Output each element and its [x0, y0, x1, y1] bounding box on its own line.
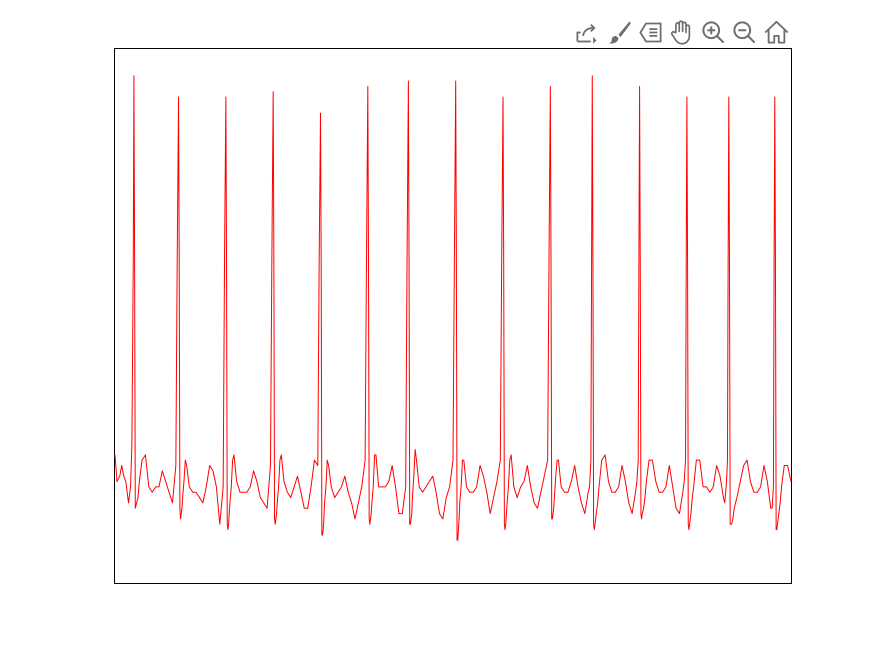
data-cursor-button[interactable] [635, 17, 666, 47]
series-line-1 [114, 75, 792, 541]
home-button[interactable] [760, 17, 791, 47]
export-icon [576, 23, 597, 44]
brush-button[interactable] [603, 17, 634, 47]
data-cursor-icon [639, 22, 662, 42]
pan-button[interactable] [666, 17, 697, 47]
axes-toolbar [572, 17, 792, 47]
home-icon [764, 20, 788, 44]
series-layer [114, 75, 792, 541]
hand-icon [671, 19, 691, 45]
axes-frame [114, 48, 792, 584]
brush-icon [608, 20, 631, 44]
export-button[interactable] [572, 17, 603, 47]
zoom-in-button[interactable] [698, 17, 729, 47]
zoom-out-button[interactable] [729, 17, 760, 47]
zoom-out-icon [733, 20, 756, 43]
zoom-in-icon [702, 20, 725, 43]
